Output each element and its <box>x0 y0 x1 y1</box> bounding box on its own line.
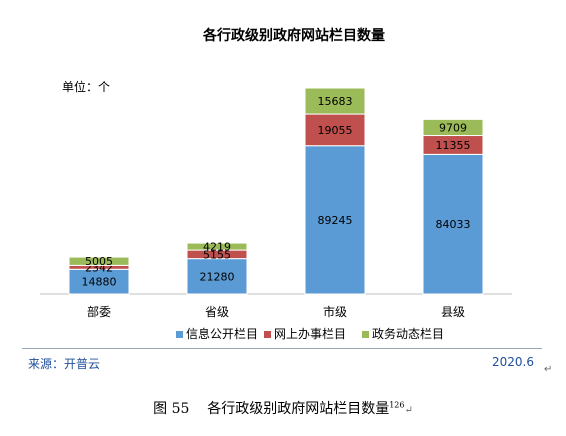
category-label: 县级 <box>441 305 465 319</box>
data-label: 14880 <box>82 276 117 289</box>
legend-label: 信息公开栏目 <box>186 326 258 341</box>
data-label: 21280 <box>200 270 235 283</box>
figure-caption: 图 55 各行政级别政府网站栏目数量126↵ <box>0 398 566 418</box>
category-label: 省级 <box>205 305 229 319</box>
data-label: 11355 <box>436 139 471 152</box>
caption-text: 各行政级别政府网站栏目数量 <box>207 401 390 417</box>
paragraph-mark: ↵ <box>544 364 553 375</box>
data-label: 5005 <box>85 255 113 268</box>
source-bar: 来源：开普云 2020.6 <box>22 348 542 375</box>
legend-swatch <box>176 331 183 338</box>
chart-title: 各行政级别政府网站栏目数量 <box>202 27 385 44</box>
legend: 信息公开栏目 网上办事栏目 政务动态栏目 <box>176 326 444 341</box>
bar-segment <box>68 256 130 266</box>
bar-segment <box>186 242 248 251</box>
category-label: 市级 <box>323 304 347 319</box>
data-label: 4219 <box>203 241 231 254</box>
legend-label: 网上办事栏目 <box>274 326 346 341</box>
data-label: 84033 <box>436 218 471 231</box>
caption-prefix: 图 55 <box>153 401 190 417</box>
legend-swatch <box>264 331 271 338</box>
bar-segment <box>304 113 366 147</box>
bars-group: 1488023425005212805155421989245190551568… <box>68 87 484 295</box>
bar-segment <box>68 268 130 295</box>
caption-footnote: 126 <box>389 400 405 410</box>
unit-label: 单位：个 <box>62 79 110 94</box>
data-label: 19055 <box>318 124 353 137</box>
bar-segment <box>186 258 248 295</box>
legend-label: 政务动态栏目 <box>372 326 444 341</box>
category-label: 部委 <box>87 304 111 319</box>
data-label: 9709 <box>439 121 467 134</box>
category-labels: 部委 省级 市级 县级 <box>87 304 465 319</box>
bar-segment <box>304 145 366 295</box>
data-label: 15683 <box>318 95 353 108</box>
data-label: 5155 <box>203 248 231 261</box>
legend-swatch <box>362 331 369 338</box>
bar-segment <box>304 87 366 115</box>
source-date: 2020.6 <box>492 355 534 369</box>
stacked-bar-chart: 各行政级别政府网站栏目数量 单位：个 148802342500521280515… <box>40 27 512 341</box>
data-label: 89245 <box>318 214 353 227</box>
bar-segment <box>422 118 484 137</box>
source-label: 来源：开普云 <box>28 357 101 371</box>
chart-frame: 各行政级别政府网站栏目数量 单位：个 14880 2342 5005 21280 515… <box>40 27 512 341</box>
caption-mark: ↵ <box>404 405 413 416</box>
